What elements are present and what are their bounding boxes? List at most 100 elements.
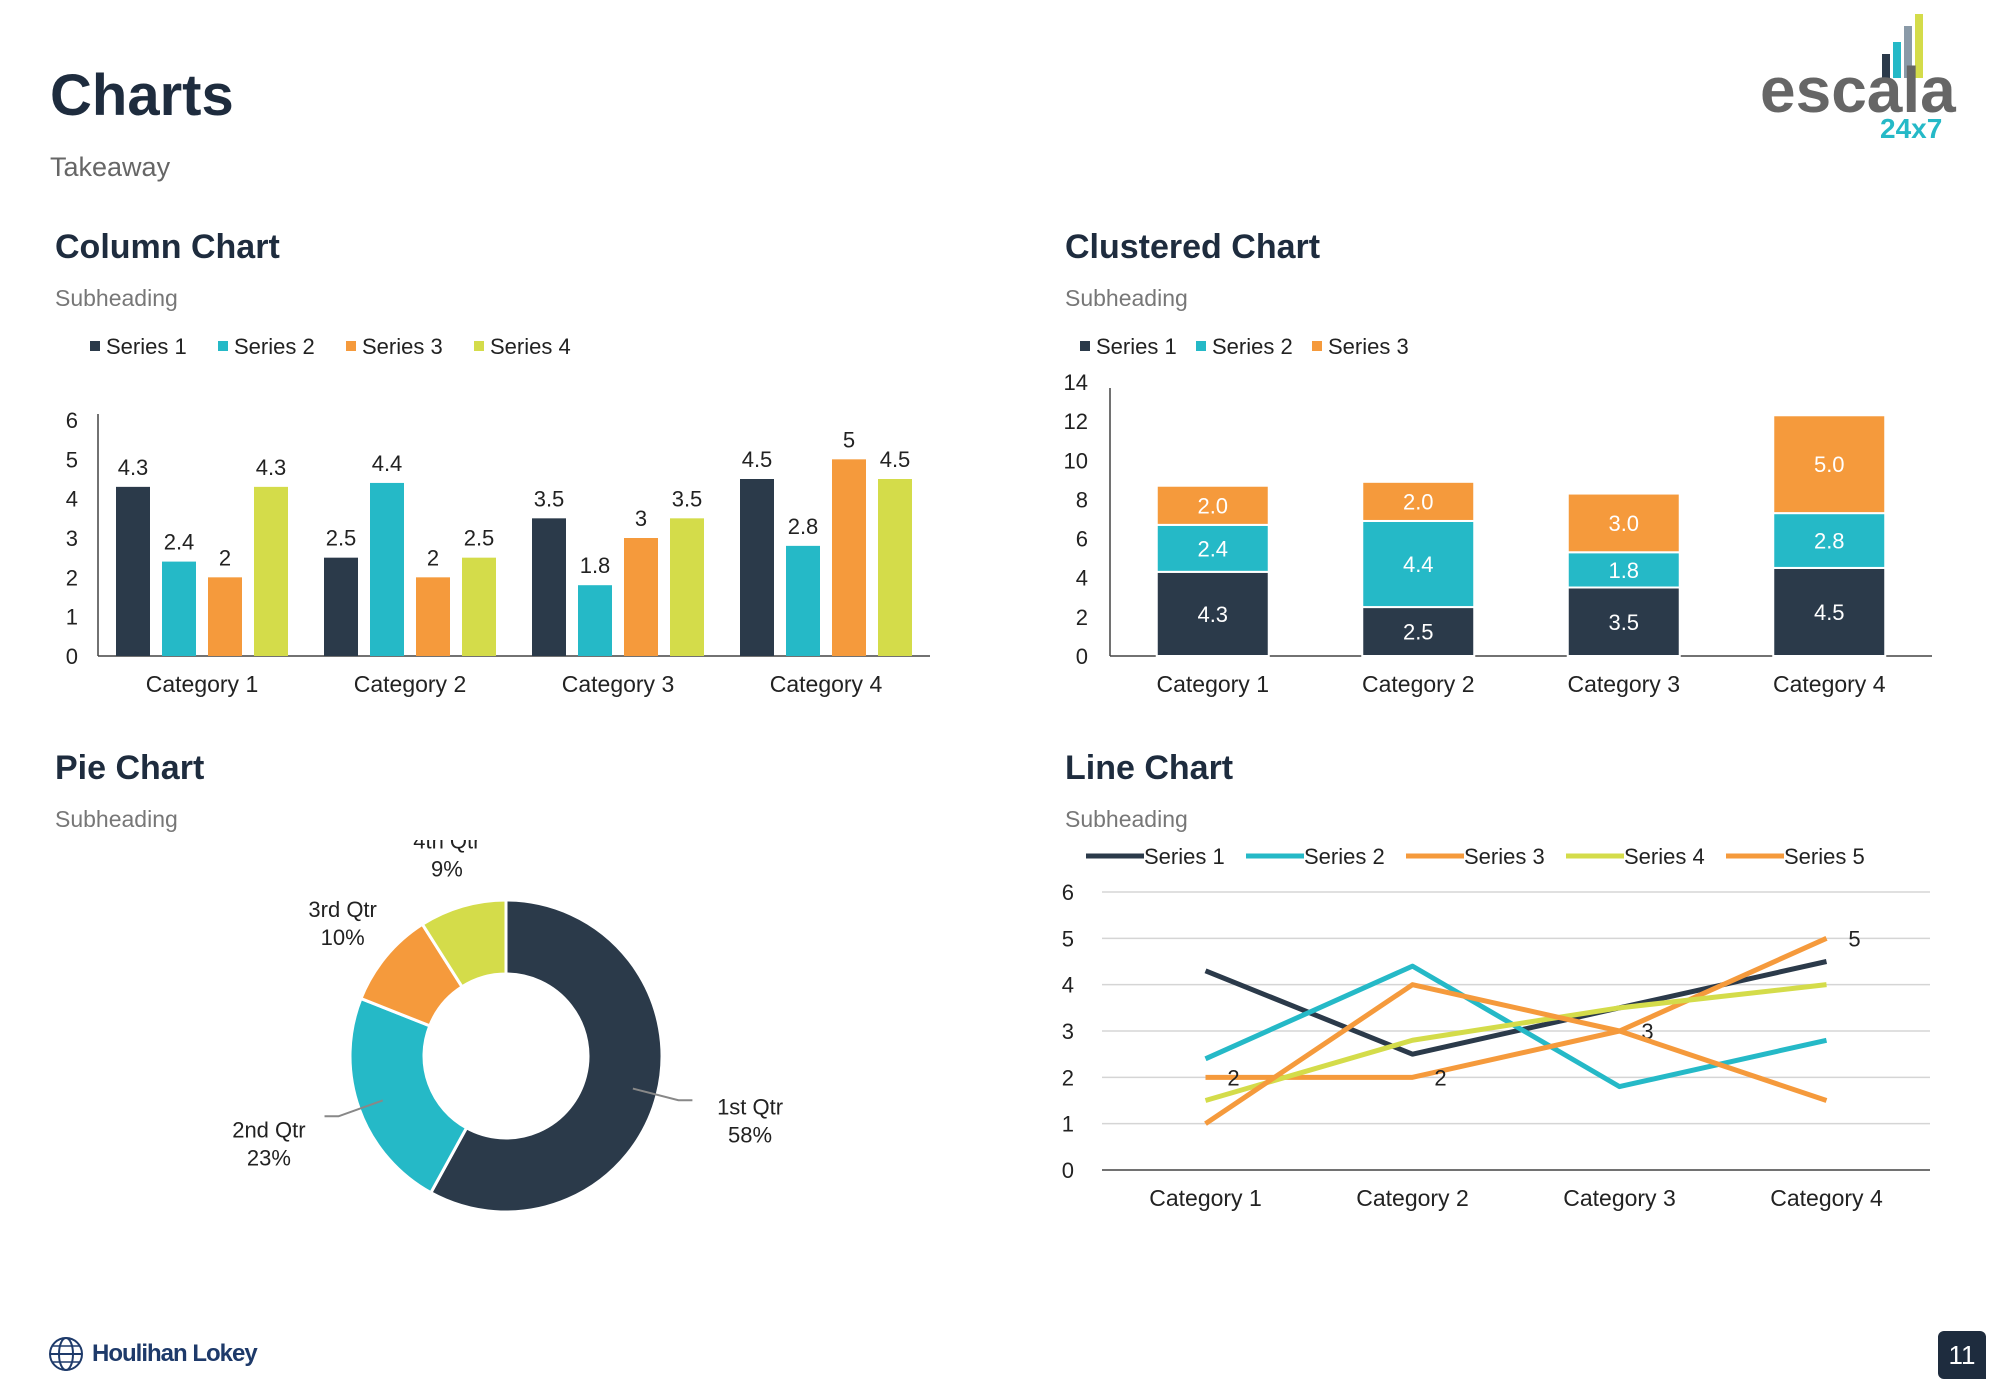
x-tick-label: Category 1: [146, 671, 259, 697]
leader-line: [324, 1099, 384, 1118]
data-label: 1.8: [1608, 558, 1639, 583]
stacked-segment: [1566, 586, 1681, 657]
x-tick-label: Category 2: [1356, 1185, 1469, 1211]
x-tick-label: Category 1: [1156, 671, 1269, 697]
data-label: 2: [1227, 1065, 1239, 1090]
stacked-segment: [1772, 566, 1887, 657]
y-tick-label: 2: [66, 565, 78, 590]
logo-text: escala: [1760, 54, 1956, 126]
data-label: 4.5: [1814, 600, 1845, 625]
legend-label-2: Series 2: [1304, 844, 1385, 869]
stacked-segment: [1566, 492, 1681, 554]
legend-label-4: Series 4: [490, 334, 571, 359]
legend-label-3: Series 3: [1328, 334, 1409, 359]
stacked-segment: [1361, 519, 1476, 609]
column-chart-title: Column Chart: [55, 228, 280, 266]
logo-sub-text: 24x7: [1880, 113, 1942, 144]
bar: [670, 518, 704, 656]
data-label: 5: [1848, 926, 1860, 951]
clustered-chart-title: Clustered Chart: [1065, 228, 1321, 266]
data-label: 2.4: [1197, 536, 1228, 561]
data-label: 4.3: [118, 455, 149, 480]
y-tick-label: 3: [66, 526, 78, 551]
legend-swatch-3: [346, 341, 356, 351]
data-label: 4.4: [372, 451, 403, 476]
leader-line: [632, 1087, 693, 1102]
legend-swatch-4: [474, 341, 484, 351]
data-label: 2: [219, 545, 231, 570]
y-tick-label: 6: [1076, 527, 1088, 552]
pie-chart: 1st Qtr 58% 2nd Qtr 23% 3rd Qtr 10% 4th Qtr 9%: [232, 840, 783, 1214]
bar: [624, 538, 658, 656]
data-label: 4.5: [880, 447, 911, 472]
data-label: 3.5: [534, 486, 565, 511]
data-label: 2.4: [164, 530, 195, 555]
stacked-segment: [1155, 484, 1270, 526]
slice-label: 2nd Qtr: [232, 1117, 305, 1142]
y-tick-label: 3: [1062, 1019, 1074, 1044]
y-tick-label: 6: [66, 408, 78, 433]
bar: [740, 479, 774, 656]
y-tick-label: 4: [1062, 973, 1074, 998]
data-label: 3.5: [1608, 610, 1639, 635]
data-label: 2.5: [1403, 620, 1434, 645]
series-line: [1204, 982, 1828, 1126]
legend-label-1: Series 1: [106, 334, 187, 359]
y-tick-label: 12: [1064, 409, 1088, 434]
slice-percent: 9%: [431, 856, 463, 881]
bar: [878, 479, 912, 656]
slice-label: 3rd Qtr: [308, 897, 376, 922]
bar: [532, 518, 566, 656]
y-tick-label: 6: [1062, 880, 1074, 905]
data-label: 2: [427, 545, 439, 570]
x-tick-label: Category 4: [1770, 1185, 1883, 1211]
y-tick-label: 10: [1064, 448, 1088, 473]
bar: [162, 561, 196, 656]
legend-label-4: Series 4: [1624, 844, 1705, 869]
data-label: 4.3: [1197, 602, 1228, 627]
series-line: [1205, 936, 1828, 1080]
bar: [462, 557, 496, 656]
clustered-chart: Series 1 Series 2 Series 3 0 2 4 6 8 10 12 14 4.3 2.…: [1064, 334, 1932, 697]
legend-label-3: Series 3: [362, 334, 443, 359]
column-chart: Series 1 Series 2 Series 3 Series 4 0 1 2 3 4 5 6 4…: [66, 334, 930, 697]
pie-slice: [348, 996, 469, 1195]
legend-label-5: Series 5: [1784, 844, 1865, 869]
globe-icon: [49, 1337, 83, 1371]
clustered-chart-subheading: Subheading: [1065, 285, 1188, 311]
legend-swatch-2: [218, 341, 228, 351]
data-label: 3.5: [672, 486, 703, 511]
x-tick-label: Category 3: [1563, 1185, 1676, 1211]
pie-slice: [420, 898, 508, 989]
data-label: 1.8: [580, 553, 611, 578]
x-tick-label: Category 3: [1567, 671, 1680, 697]
data-label: 2.5: [326, 526, 357, 551]
line-chart: Series 1 Series 2 Series 3 Series 4 Series 5…: [1062, 844, 1930, 1211]
data-label: 2.5: [464, 526, 495, 551]
y-tick-label: 4: [1076, 566, 1088, 591]
y-tick-label: 2: [1062, 1065, 1074, 1090]
stacked-segment: [1361, 480, 1476, 522]
stacked-segment: [1155, 570, 1270, 657]
data-label: 2.8: [788, 514, 819, 539]
bar: [370, 482, 404, 656]
x-tick-label: Category 1: [1149, 1185, 1262, 1211]
data-label: 2.8: [1814, 529, 1845, 554]
slice-percent: 10%: [321, 925, 365, 950]
y-tick-label: 1: [66, 605, 78, 630]
pie-slice: [428, 898, 664, 1214]
y-tick-label: 8: [1076, 487, 1088, 512]
legend-label-3: Series 3: [1464, 844, 1545, 869]
slice-percent: 58%: [728, 1123, 772, 1148]
slice-label: 1st Qtr: [717, 1095, 783, 1120]
escala-logo: escala 24x7: [1760, 14, 1970, 149]
y-tick-label: 5: [66, 447, 78, 472]
data-label: 4.4: [1403, 552, 1434, 577]
legend-swatch-2: [1196, 341, 1206, 351]
stacked-segment: [1566, 551, 1681, 589]
data-label: 4.3: [256, 455, 287, 480]
footer-logo-text: Houlihan Lokey: [92, 1340, 258, 1367]
bar: [832, 459, 866, 656]
x-tick-label: Category 2: [1362, 671, 1475, 697]
bar: [208, 577, 242, 656]
